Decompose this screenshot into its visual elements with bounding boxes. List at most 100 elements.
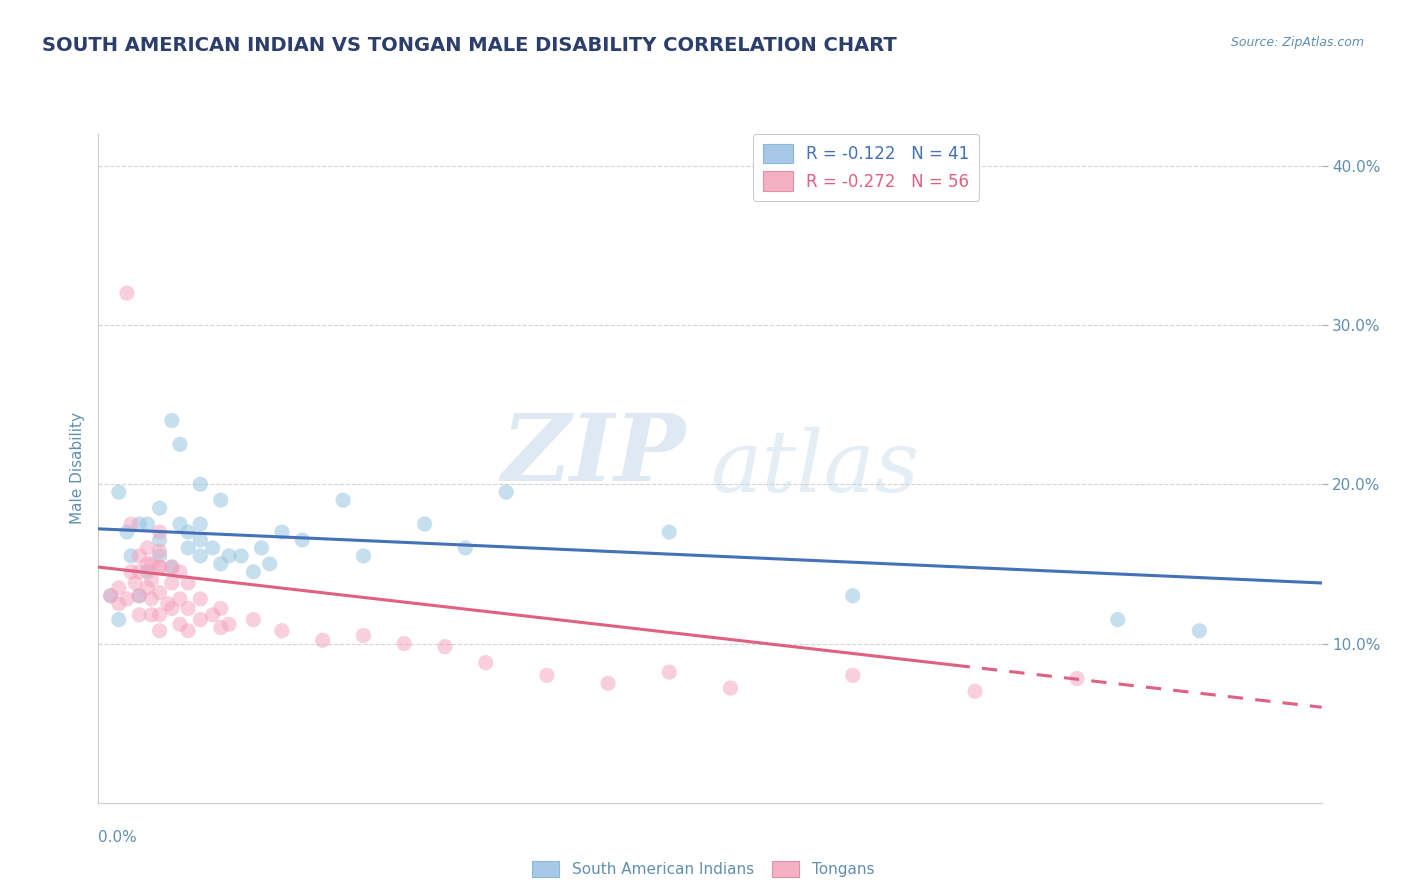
Point <box>658 524 681 539</box>
Point <box>169 517 191 532</box>
Point <box>149 585 172 599</box>
Point <box>188 533 212 547</box>
Point <box>149 607 172 622</box>
Point <box>1188 624 1211 638</box>
Point <box>474 656 498 670</box>
Point <box>141 573 163 587</box>
Point <box>128 589 150 603</box>
Point <box>454 541 477 555</box>
Text: 0.0%: 0.0% <box>98 830 138 845</box>
Point <box>1066 672 1088 686</box>
Point <box>188 591 212 606</box>
Point <box>188 549 212 563</box>
Point <box>160 576 183 591</box>
Point <box>434 640 457 654</box>
Point <box>218 617 240 632</box>
Point <box>209 601 232 615</box>
Point <box>259 557 281 571</box>
Point <box>115 524 138 539</box>
Point <box>177 541 200 555</box>
Point <box>128 549 150 563</box>
Point <box>495 485 517 500</box>
Point <box>177 576 200 591</box>
Point <box>120 565 142 579</box>
Point <box>136 541 159 555</box>
Point <box>169 591 191 606</box>
Point <box>100 589 122 603</box>
Point <box>136 557 159 571</box>
Point <box>218 549 240 563</box>
Point <box>108 613 131 627</box>
Point <box>128 607 150 622</box>
Point <box>141 591 163 606</box>
Point <box>115 591 138 606</box>
Point <box>413 517 436 532</box>
Legend: R = -0.122   N = 41, R = -0.272   N = 56: R = -0.122 N = 41, R = -0.272 N = 56 <box>752 134 979 201</box>
Point <box>209 621 232 635</box>
Point <box>160 560 183 574</box>
Point <box>270 524 294 539</box>
Point <box>658 665 681 680</box>
Point <box>201 541 224 555</box>
Text: ZIP: ZIP <box>502 410 686 500</box>
Point <box>291 533 314 547</box>
Text: atlas: atlas <box>710 427 920 509</box>
Point <box>149 560 172 574</box>
Point <box>352 549 374 563</box>
Point <box>160 413 183 427</box>
Point <box>352 628 374 642</box>
Point <box>188 517 212 532</box>
Point <box>120 549 142 563</box>
Point <box>108 597 131 611</box>
Point <box>720 681 742 695</box>
Point <box>188 477 212 491</box>
Point <box>149 501 172 516</box>
Point <box>108 485 131 500</box>
Point <box>160 601 183 615</box>
Point <box>312 633 335 648</box>
Point <box>100 589 122 603</box>
Point <box>128 589 150 603</box>
Point <box>115 286 138 301</box>
Point <box>128 565 150 579</box>
Point <box>149 524 172 539</box>
Point <box>149 560 172 574</box>
Point <box>149 624 172 638</box>
Point <box>841 668 863 682</box>
Point <box>156 597 179 611</box>
Point <box>841 589 863 603</box>
Point <box>231 549 253 563</box>
Point <box>136 581 159 595</box>
Point <box>169 565 191 579</box>
Point <box>160 560 183 574</box>
Point <box>149 549 172 563</box>
Point <box>169 617 191 632</box>
Point <box>209 557 232 571</box>
Point <box>120 517 142 532</box>
Point <box>169 437 191 451</box>
Point <box>209 493 232 508</box>
Y-axis label: Male Disability: Male Disability <box>70 412 86 524</box>
Point <box>124 576 146 591</box>
Point <box>392 636 416 650</box>
Point <box>250 541 273 555</box>
Point <box>1107 613 1129 627</box>
Point <box>242 565 264 579</box>
Point <box>270 624 294 638</box>
Point <box>332 493 354 508</box>
Point <box>141 607 163 622</box>
Point <box>128 517 150 532</box>
Point <box>536 668 558 682</box>
Point <box>141 557 163 571</box>
Text: Source: ZipAtlas.com: Source: ZipAtlas.com <box>1230 36 1364 49</box>
Point <box>177 524 200 539</box>
Point <box>242 613 264 627</box>
Point <box>598 676 620 690</box>
Point <box>136 565 159 579</box>
Point <box>149 533 172 547</box>
Point <box>136 517 159 532</box>
Point <box>188 613 212 627</box>
Point <box>201 607 224 622</box>
Legend: South American Indians, Tongans: South American Indians, Tongans <box>526 855 880 883</box>
Text: SOUTH AMERICAN INDIAN VS TONGAN MALE DISABILITY CORRELATION CHART: SOUTH AMERICAN INDIAN VS TONGAN MALE DIS… <box>42 36 897 54</box>
